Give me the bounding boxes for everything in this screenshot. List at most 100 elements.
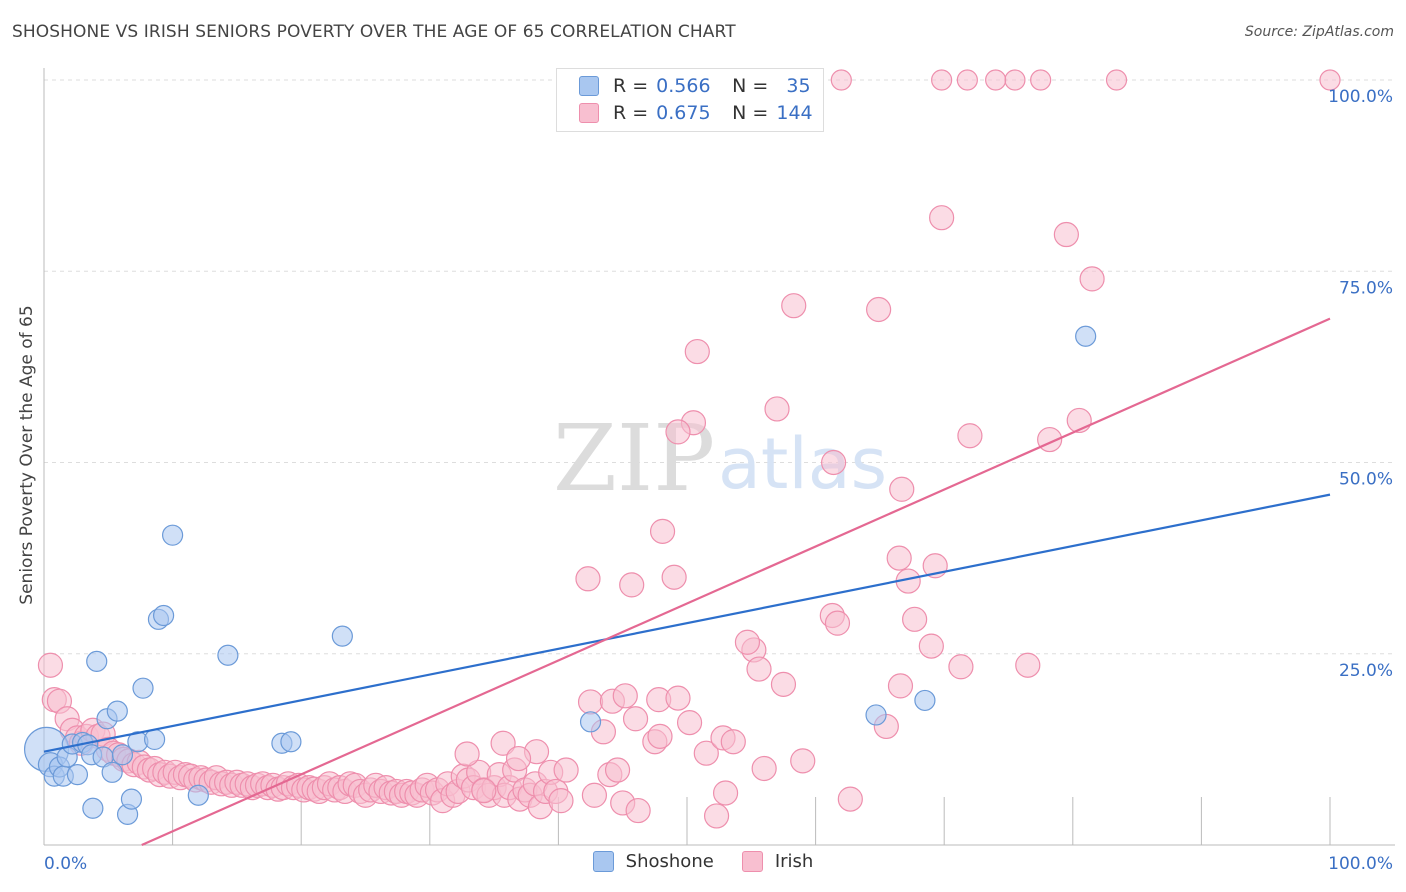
irish-point <box>619 572 645 598</box>
shoshone-point <box>132 677 154 699</box>
shoshone-point <box>914 689 936 712</box>
irish-point <box>985 69 1007 91</box>
shoshone-point <box>280 731 302 753</box>
irish-point <box>505 745 532 772</box>
irish-point <box>770 671 797 697</box>
n-label: N = <box>732 102 769 124</box>
irish-point <box>948 654 974 680</box>
irish-point <box>548 788 574 814</box>
legend-item-shoshone: Shoshone <box>592 851 714 872</box>
irish-point <box>790 748 816 774</box>
shoshone-point <box>579 711 602 733</box>
irish-point <box>957 423 983 449</box>
shoshone-point <box>82 797 104 819</box>
irish-point <box>575 566 601 592</box>
legend-label: Irish <box>774 851 814 872</box>
irish-point <box>821 449 847 476</box>
irish-point <box>1015 652 1041 678</box>
irish-point <box>931 69 953 91</box>
n-value: 144 <box>776 102 813 124</box>
irish-trend-line <box>141 317 1331 847</box>
y-tick-label: 25.0% <box>1339 661 1393 681</box>
shoshone-point <box>331 625 353 647</box>
irish-point <box>886 545 912 571</box>
x-tick-label: 100.0% <box>1328 854 1393 874</box>
r-value: 0.566 <box>656 75 711 97</box>
shoshone-trend-line <box>43 493 1331 753</box>
shoshone-point <box>1075 325 1097 347</box>
irish-point <box>751 755 777 782</box>
shoshone-point <box>111 744 134 766</box>
n-label: N = <box>732 75 769 97</box>
legend-row-shoshone: R = 0.566 N = 35 <box>579 73 811 99</box>
chart-title: SHOSHONE VS IRISH SENIORS POVERTY OVER T… <box>12 22 736 42</box>
watermark-atlas: atlas <box>718 423 887 505</box>
irish-point <box>956 69 978 91</box>
shoshone-point <box>101 761 123 783</box>
shoshone-point <box>143 728 166 751</box>
tick-labels: 25.0% 50.0% 75.0% 100.0% 0.0% 100.0% <box>44 87 1393 874</box>
irish-point <box>837 786 863 812</box>
irish-point <box>781 293 807 319</box>
irish-point <box>661 564 687 590</box>
irish-point <box>693 740 719 766</box>
shoshone-point <box>86 650 108 673</box>
r-label: R = <box>613 75 649 97</box>
irish-point <box>1105 69 1128 91</box>
series-legend: Shoshone Irish <box>0 851 1406 872</box>
irish-point <box>866 296 892 323</box>
irish-point <box>712 780 739 806</box>
r-label: R = <box>613 102 649 124</box>
shoshone-swatch <box>579 76 599 96</box>
irish-point <box>649 518 676 544</box>
y-tick-label: 75.0% <box>1339 278 1393 298</box>
irish-point <box>612 683 638 709</box>
irish-point <box>824 610 851 636</box>
irish-point <box>1053 221 1079 248</box>
irish-point <box>490 730 516 756</box>
irish-point <box>1030 69 1052 91</box>
irish-point <box>720 729 746 755</box>
shoshone-point <box>187 784 209 806</box>
irish-point <box>734 629 761 655</box>
shoshone-swatch <box>592 851 614 872</box>
shoshone-point <box>865 704 887 726</box>
irish-point <box>577 689 604 715</box>
legend-item-irish: Irish <box>741 851 814 872</box>
y-tick-label: 100.0% <box>1328 87 1393 107</box>
irish-point <box>929 205 955 231</box>
legend-row-irish: R = 0.675 N = 144 <box>579 100 813 126</box>
shoshone-point <box>152 604 175 627</box>
gridlines <box>44 79 1395 655</box>
irish-point <box>37 652 64 678</box>
shoshone-points <box>23 325 1097 826</box>
y-axis-label: Seniors Poverty Over the Age of 65 <box>17 305 37 605</box>
trend-lines <box>43 317 1331 847</box>
irish-point <box>665 685 691 711</box>
irish-point <box>622 706 649 732</box>
irish-point <box>471 778 497 804</box>
irish-point <box>665 419 691 445</box>
r-value: 0.675 <box>656 102 711 124</box>
irish-point <box>1079 266 1105 292</box>
shoshone-point <box>217 644 239 666</box>
x-tick-label: 0.0% <box>44 854 87 874</box>
shoshone-point <box>120 788 143 810</box>
irish-point <box>684 338 710 365</box>
irish-point <box>764 396 790 422</box>
shoshone-point <box>162 524 184 546</box>
source-label: Source: ZipAtlas.com <box>1244 24 1394 40</box>
legend-label: Shoshone <box>625 851 714 872</box>
irish-point <box>604 757 631 783</box>
irish-point <box>454 741 480 767</box>
irish-point <box>625 797 651 824</box>
irish-point <box>647 723 673 749</box>
irish-point <box>1004 69 1026 91</box>
shoshone-point <box>66 764 89 786</box>
irish-point <box>830 69 852 91</box>
shoshone-point <box>106 700 128 722</box>
irish-point <box>887 673 914 699</box>
irish-point <box>902 606 928 632</box>
irish-point <box>746 656 772 682</box>
